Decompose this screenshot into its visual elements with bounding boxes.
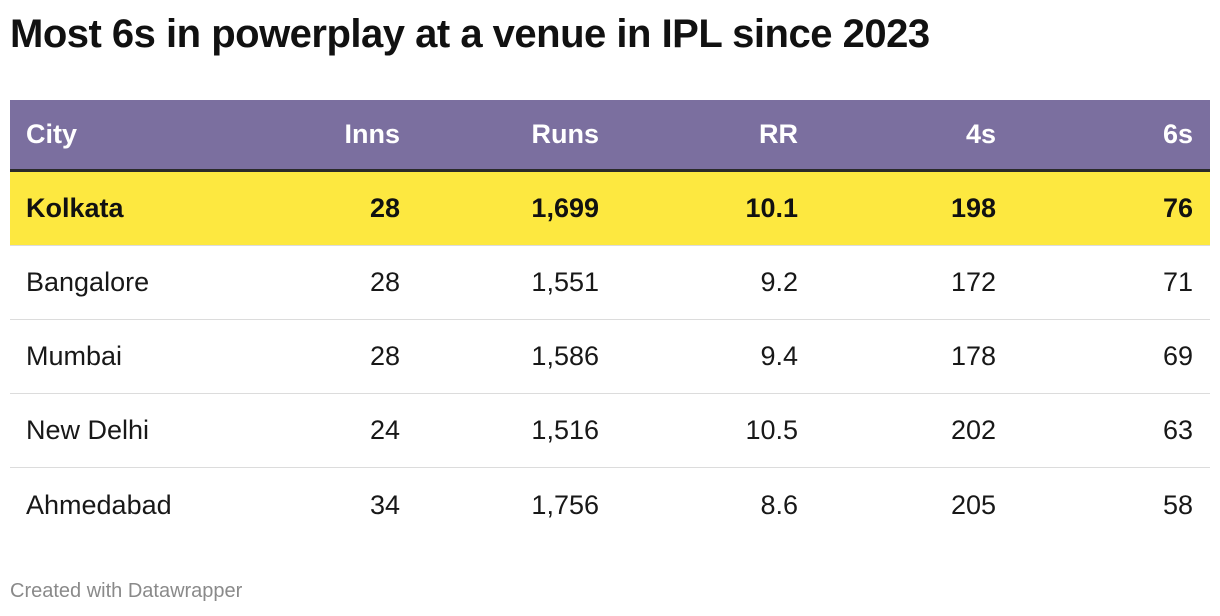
cell-runs: 1,699: [531, 193, 599, 223]
cell-inns: 28: [369, 267, 400, 297]
cell-sixes: 69: [1162, 341, 1193, 371]
cell-runs: 1,516: [531, 415, 599, 445]
cell-runs: 1,551: [531, 267, 599, 297]
datawrapper-credit: Created with Datawrapper: [10, 580, 243, 602]
cell-runs: 1,756: [531, 489, 599, 520]
cell-rr: 9.2: [760, 267, 798, 297]
cell-runs: 1,586: [531, 341, 599, 371]
cell-fours: 198: [950, 193, 996, 223]
cell-sixes: 63: [1162, 415, 1193, 445]
data-table: City Inns Runs RR 4s 6s Kolkata 28 1,699…: [10, 100, 1210, 542]
cell-city: Bangalore: [26, 267, 150, 297]
column-header-city[interactable]: City: [26, 119, 78, 149]
table-row: Ahmedabad 34 1,756 8.6 205 58: [10, 468, 1210, 542]
cell-sixes: 71: [1162, 267, 1193, 297]
cell-inns: 34: [369, 489, 400, 520]
cell-city: New Delhi: [26, 415, 150, 445]
cell-fours: 178: [950, 341, 996, 371]
cell-city: Mumbai: [26, 341, 123, 371]
cell-city: Ahmedabad: [26, 489, 172, 520]
column-header-sixes[interactable]: 6s: [1162, 119, 1193, 149]
cell-sixes: 58: [1162, 489, 1193, 520]
table-row: Kolkata 28 1,699 10.1 198 76: [10, 172, 1210, 246]
cell-fours: 172: [950, 267, 996, 297]
cell-sixes: 76: [1162, 193, 1193, 223]
cell-fours: 202: [950, 415, 996, 445]
table-row: Mumbai 28 1,586 9.4 178 69: [10, 320, 1210, 394]
table-header-row: City Inns Runs RR 4s 6s: [10, 100, 1210, 172]
column-header-inns[interactable]: Inns: [344, 119, 400, 149]
cell-fours: 205: [950, 489, 996, 520]
chart-title: Most 6s in powerplay at a venue in IPL s…: [10, 12, 930, 56]
column-header-runs[interactable]: Runs: [531, 119, 600, 149]
cell-rr: 8.6: [760, 489, 798, 520]
cell-inns: 28: [369, 341, 400, 371]
cell-city: Kolkata: [26, 193, 124, 223]
cell-rr: 9.4: [760, 341, 798, 371]
table-row: Bangalore 28 1,551 9.2 172 71: [10, 246, 1210, 320]
table-row: New Delhi 24 1,516 10.5 202 63: [10, 394, 1210, 468]
cell-rr: 10.1: [745, 193, 798, 223]
cell-inns: 28: [369, 193, 400, 223]
column-header-fours[interactable]: 4s: [965, 119, 996, 149]
cell-rr: 10.5: [745, 415, 798, 445]
column-header-rr[interactable]: RR: [759, 119, 798, 149]
cell-inns: 24: [369, 415, 400, 445]
